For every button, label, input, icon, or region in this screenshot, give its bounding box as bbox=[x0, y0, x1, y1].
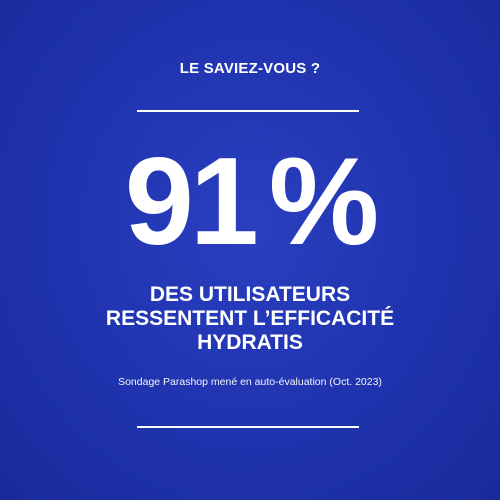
headline-line-3: HYDRATIS bbox=[197, 331, 303, 354]
headline: DES UTILISATEURS RESSENTENT L’EFFICACITÉ… bbox=[0, 283, 500, 355]
bottom-divider bbox=[137, 426, 359, 428]
kicker-heading: LE SAVIEZ-VOUS ? bbox=[179, 60, 321, 77]
stat-figure: 91% bbox=[0, 140, 500, 264]
survey-footnote: Sondage Parashop mené en auto-évaluation… bbox=[118, 376, 382, 388]
stat-unit: % bbox=[268, 133, 379, 271]
headline-line-2: RESSENTENT L’EFFICACITÉ bbox=[105, 307, 395, 330]
top-divider bbox=[137, 110, 359, 112]
stat-number: 91 bbox=[124, 133, 259, 271]
headline-line-1: DES UTILISATEURS bbox=[149, 283, 351, 306]
